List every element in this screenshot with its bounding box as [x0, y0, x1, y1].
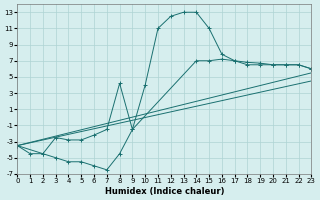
X-axis label: Humidex (Indice chaleur): Humidex (Indice chaleur): [105, 187, 224, 196]
